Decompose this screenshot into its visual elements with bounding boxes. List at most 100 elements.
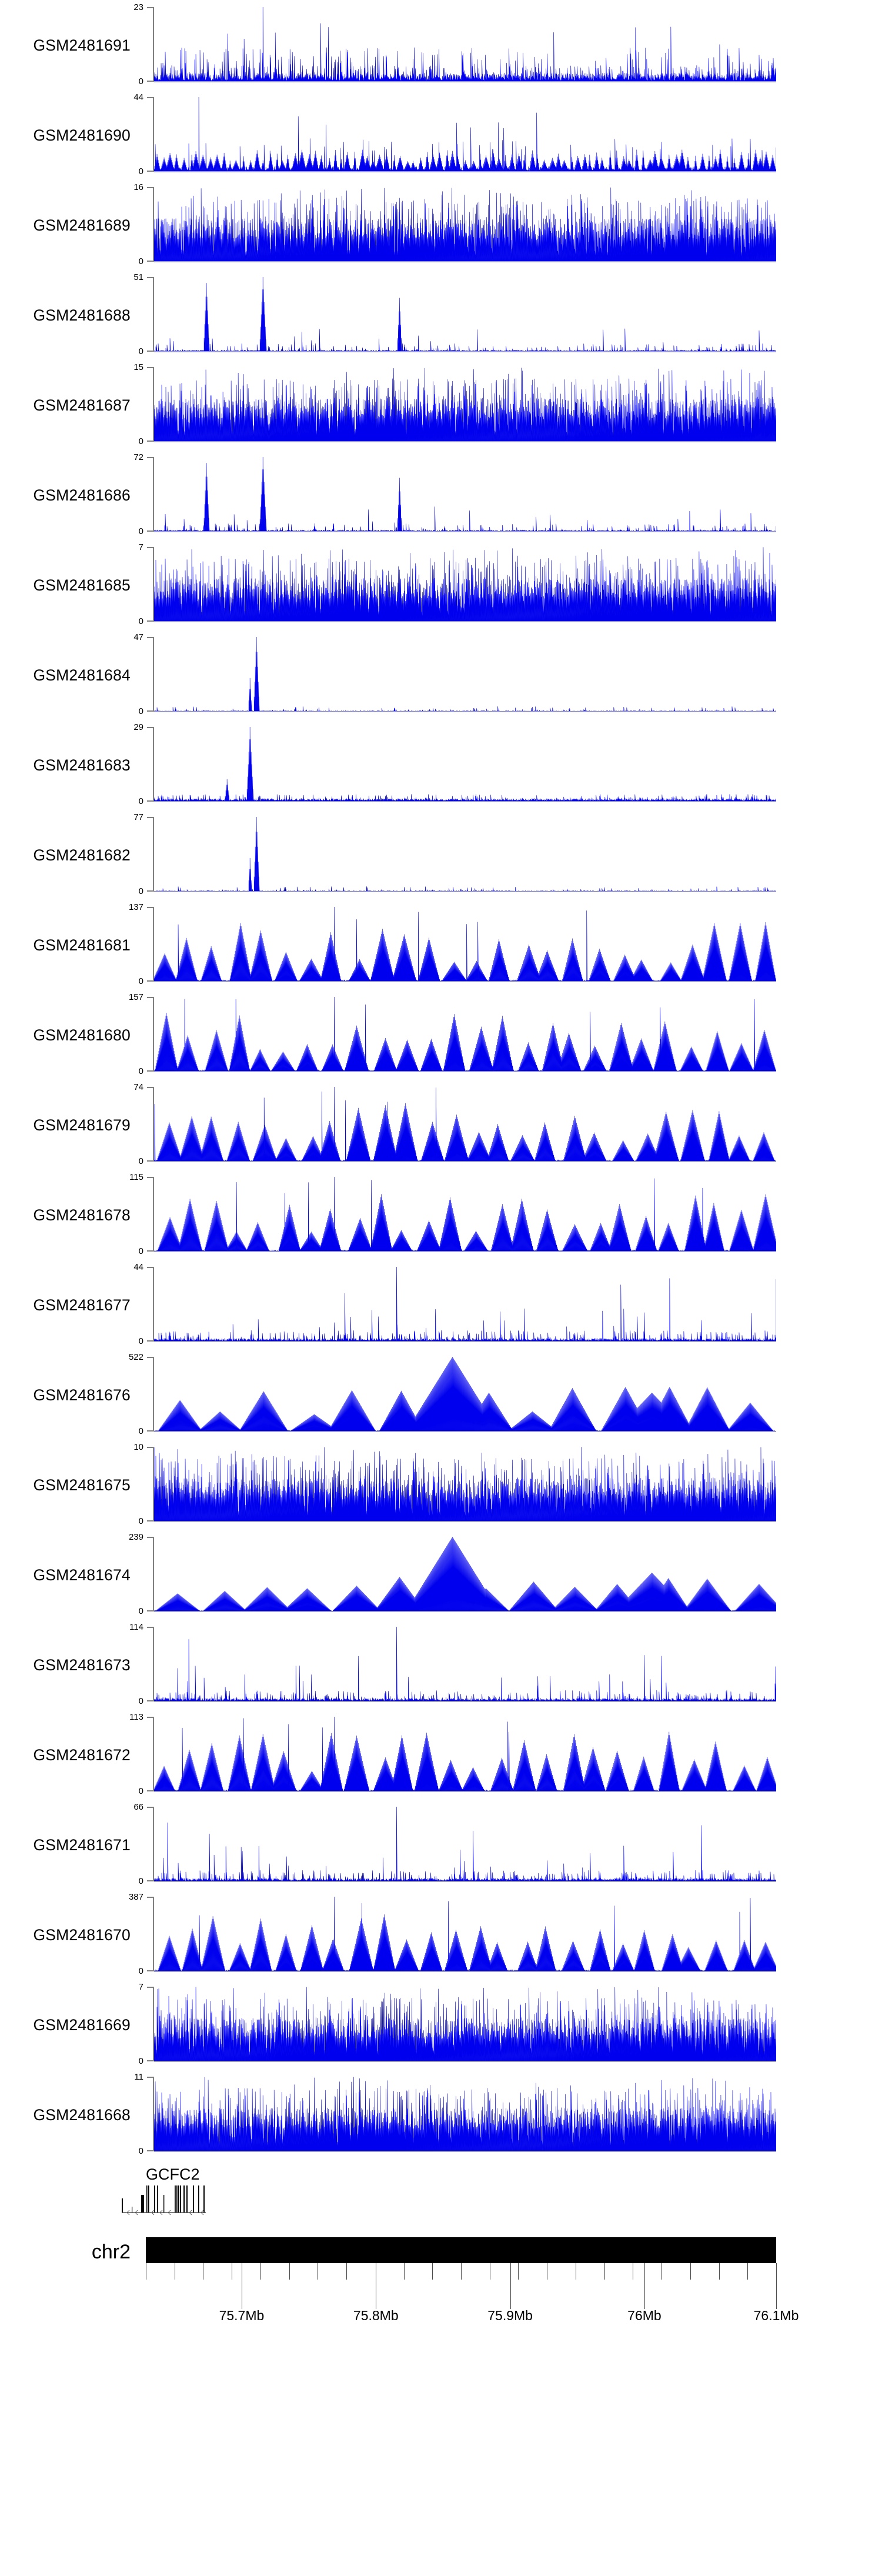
track-label[interactable]: GSM2481670: [33, 1926, 131, 1944]
track-label[interactable]: GSM2481691: [33, 36, 131, 54]
gene-annotation-region: GCFC2: [0, 2160, 882, 2230]
track-label[interactable]: GSM2481678: [33, 1206, 131, 1224]
track-label[interactable]: GSM2481671: [33, 1836, 131, 1854]
y-axis-tick-min: [147, 980, 154, 982]
coverage-plot-area[interactable]: [154, 1807, 776, 1881]
y-axis-tick-min: [147, 530, 154, 532]
y-axis-spine: [153, 997, 154, 1072]
coverage-plot-area[interactable]: [154, 277, 776, 352]
y-axis-spine: [153, 1987, 154, 2061]
y-axis-max-label: 11: [134, 2072, 143, 2082]
coverage-plot-area[interactable]: [154, 1177, 776, 1252]
y-axis-tick-min: [147, 351, 154, 352]
track-y-axis: 44 0: [133, 93, 155, 176]
chromosome-label: chr2: [91, 2241, 131, 2263]
track-label[interactable]: GSM2481688: [33, 306, 131, 324]
track-label[interactable]: GSM2481684: [33, 666, 131, 684]
axis-tick-label: 76Mb: [627, 2308, 662, 2323]
coverage-plot-area[interactable]: [154, 1627, 776, 1701]
y-axis-max-label: 15: [133, 362, 143, 372]
y-axis-tick-max: [147, 7, 154, 8]
track-baseline: [154, 891, 776, 892]
track-y-axis: 387 0: [129, 1893, 155, 1976]
coverage-track: GSM2481676 522 0: [0, 1350, 882, 1440]
track-label[interactable]: GSM2481687: [33, 396, 131, 414]
track-baseline: [154, 531, 776, 532]
coverage-plot-area[interactable]: [154, 1717, 776, 1791]
coverage-plot-area[interactable]: [154, 727, 776, 802]
track-label[interactable]: GSM2481679: [33, 1116, 131, 1134]
y-axis-spine: [153, 97, 154, 172]
y-axis-max-label: 44: [133, 1262, 143, 1272]
coverage-plot-area[interactable]: [154, 637, 776, 712]
coverage-plot-area[interactable]: [154, 817, 776, 892]
gene-model-glyph[interactable]: [118, 2185, 235, 2225]
y-axis-min-label: 0: [138, 166, 143, 176]
y-axis-min-label: 0: [138, 1606, 143, 1616]
track-baseline: [154, 1521, 776, 1522]
y-axis-spine: [153, 187, 154, 262]
track-label[interactable]: GSM2481685: [33, 576, 131, 594]
y-axis-spine: [153, 727, 154, 802]
track-baseline: [154, 1881, 776, 1882]
coverage-plot-area[interactable]: [154, 547, 776, 622]
track-y-axis: 114 0: [129, 1623, 155, 1706]
y-axis-min-label: 0: [138, 2146, 143, 2156]
y-axis-max-label: 10: [133, 1442, 143, 1452]
track-label[interactable]: GSM2481677: [33, 1296, 131, 1314]
y-axis-spine: [153, 1087, 154, 1162]
track-label[interactable]: GSM2481676: [33, 1386, 131, 1404]
track-label[interactable]: GSM2481673: [33, 1656, 131, 1674]
coverage-plot-area[interactable]: [154, 367, 776, 442]
track-y-axis: 157 0: [129, 993, 155, 1076]
coverage-plot-area[interactable]: [154, 457, 776, 532]
track-y-axis: 16 0: [133, 183, 155, 266]
coverage-plot-area[interactable]: [154, 1897, 776, 1971]
y-axis-max-label: 47: [133, 632, 143, 642]
y-axis-tick-max: [147, 907, 154, 908]
axis-tick-label: 75.9Mb: [487, 2308, 533, 2323]
coverage-plot-area[interactable]: [154, 1987, 776, 2061]
track-label[interactable]: GSM2481669: [33, 2016, 131, 2034]
coverage-plot-area[interactable]: [154, 997, 776, 1072]
track-label[interactable]: GSM2481682: [33, 846, 131, 864]
y-axis-tick-min: [147, 1700, 154, 1701]
y-axis-max-label: 137: [128, 902, 143, 912]
chromosome-ideogram-bar[interactable]: [146, 2237, 776, 2263]
track-baseline: [154, 1341, 776, 1342]
y-axis-spine: [153, 817, 154, 892]
coverage-plot-area[interactable]: [154, 97, 776, 172]
coverage-plot-area[interactable]: [154, 187, 776, 262]
y-axis-min-label: 0: [138, 1516, 143, 1526]
y-axis-tick-max: [147, 1537, 154, 1538]
y-axis-min-label: 0: [138, 886, 143, 896]
track-label[interactable]: GSM2481690: [33, 126, 131, 144]
coverage-plot-area[interactable]: [154, 1537, 776, 1611]
axis-minor-tick: [260, 2263, 261, 2280]
coverage-plot-area[interactable]: [154, 1357, 776, 1432]
coverage-plot-area[interactable]: [154, 2077, 776, 2151]
track-label[interactable]: GSM2481681: [33, 936, 131, 954]
coverage-plot-area[interactable]: [154, 1267, 776, 1342]
track-label[interactable]: GSM2481683: [33, 756, 131, 774]
coverage-plot-area[interactable]: [154, 1087, 776, 1162]
axis-ticks: [146, 2263, 777, 2309]
track-label[interactable]: GSM2481674: [33, 1566, 131, 1584]
y-axis-min-label: 0: [138, 436, 143, 446]
y-axis-tick-max: [147, 997, 154, 998]
track-label[interactable]: GSM2481668: [33, 2105, 131, 2124]
track-label[interactable]: GSM2481680: [33, 1026, 131, 1044]
y-axis-tick-max: [147, 1447, 154, 1448]
track-label[interactable]: GSM2481686: [33, 486, 131, 504]
track-y-axis: 23 0: [133, 3, 155, 86]
track-y-axis: 11 0: [134, 2073, 155, 2155]
coverage-plot-area[interactable]: [154, 1447, 776, 1521]
gene-label: GCFC2: [146, 2165, 200, 2183]
track-label[interactable]: GSM2481675: [33, 1476, 131, 1494]
coverage-plot-area[interactable]: [154, 7, 776, 82]
track-label[interactable]: GSM2481672: [33, 1746, 131, 1764]
track-label[interactable]: GSM2481689: [33, 216, 131, 234]
coverage-plot-area[interactable]: [154, 907, 776, 982]
track-y-axis: 15 0: [133, 363, 155, 446]
track-baseline: [154, 711, 776, 712]
